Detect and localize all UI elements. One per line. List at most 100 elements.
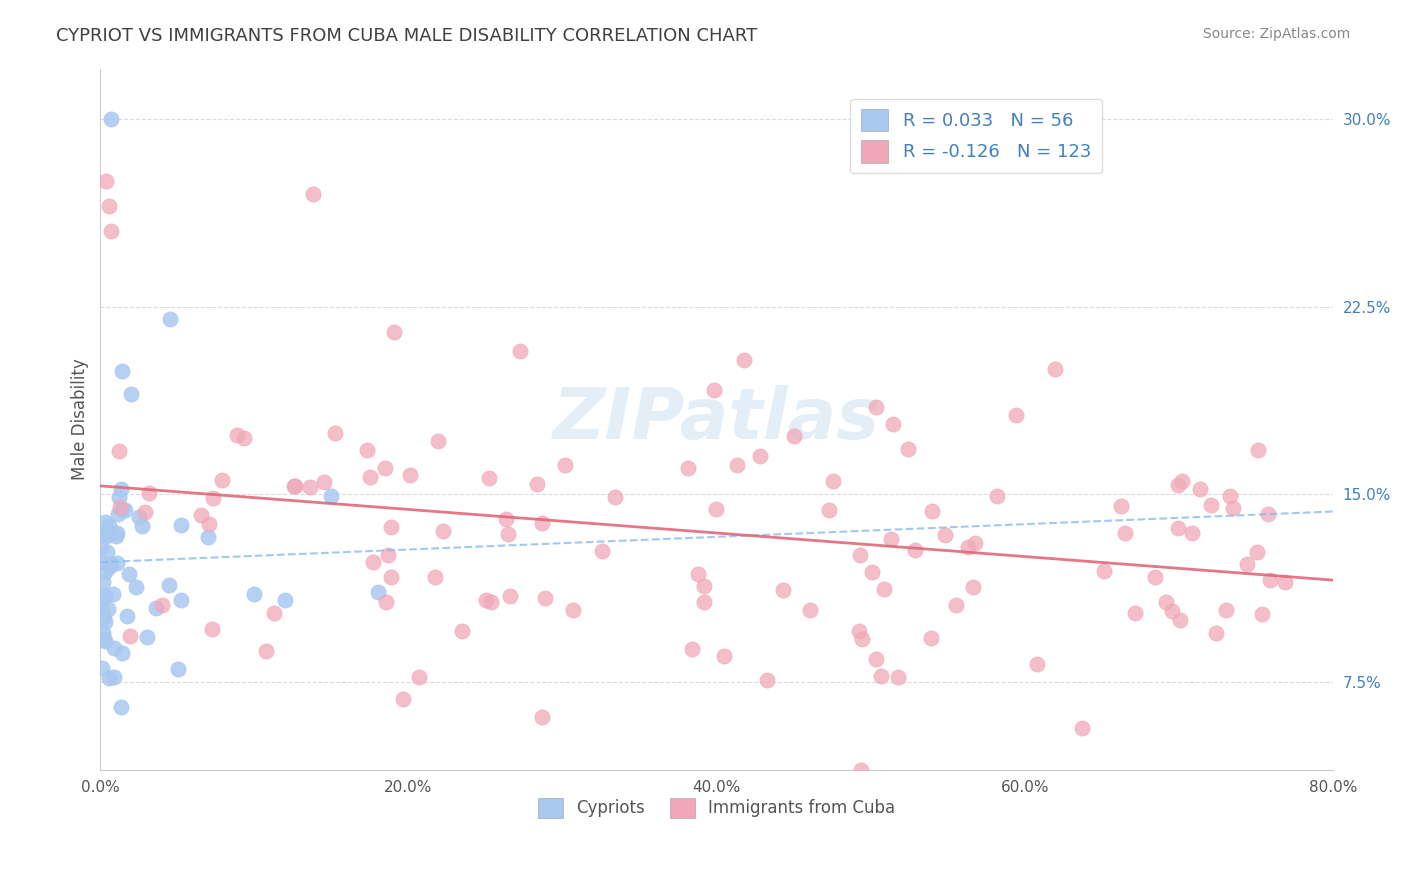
Point [1236,557,1258,571]
Point [225,427,247,442]
Point [201,491,224,505]
Point [302,187,325,202]
Point [110,700,132,714]
Point [920,631,942,645]
Point [821,474,844,488]
Point [105,525,128,540]
Point [678,461,700,475]
Point [356,443,378,458]
Point [233,431,256,445]
Point [198,516,221,531]
Point [1219,489,1241,503]
Point [1257,508,1279,522]
Point [274,593,297,607]
Point [392,691,415,706]
Point [965,536,987,550]
Point [374,461,396,475]
Point [509,343,531,358]
Point [849,548,872,562]
Point [157,578,180,592]
Point [94,529,117,543]
Point [1123,606,1146,620]
Point [1215,603,1237,617]
Point [499,589,522,603]
Point [90,660,112,674]
Point [359,470,381,484]
Point [97,199,120,213]
Point [756,673,779,687]
Point [105,529,128,543]
Point [1045,361,1067,376]
Point [190,508,212,522]
Point [475,593,498,607]
Point [93,528,115,542]
Point [1156,595,1178,609]
Point [1222,500,1244,515]
Point [693,579,716,593]
Point [903,543,925,558]
Point [367,585,389,599]
Point [1161,604,1184,618]
Point [159,312,181,326]
Point [479,595,502,609]
Point [97,601,120,615]
Point [111,364,134,378]
Point [128,509,150,524]
Point [818,502,841,516]
Point [107,490,129,504]
Legend: Cypriots, Immigrants from Cuba: Cypriots, Immigrants from Cuba [531,791,903,825]
Point [860,565,883,579]
Point [254,644,277,658]
Point [1205,626,1227,640]
Point [120,387,142,401]
Point [108,443,131,458]
Point [197,531,219,545]
Point [125,580,148,594]
Point [725,458,748,472]
Point [531,516,554,530]
Point [170,593,193,607]
Point [703,383,725,397]
Point [425,570,447,584]
Point [377,549,399,563]
Point [93,610,115,624]
Point [882,417,904,432]
Point [103,669,125,683]
Point [1092,564,1115,578]
Point [733,352,755,367]
Point [167,663,190,677]
Point [145,601,167,615]
Point [90,555,112,569]
Point [93,625,115,640]
Point [283,479,305,493]
Point [94,565,117,579]
Point [1026,657,1049,671]
Point [693,595,716,609]
Point [873,582,896,596]
Point [1201,499,1223,513]
Point [111,501,134,516]
Point [408,670,430,684]
Point [531,710,554,724]
Point [1246,545,1268,559]
Point [1004,409,1026,423]
Point [374,595,396,609]
Point [93,633,115,648]
Point [263,606,285,620]
Point [399,468,422,483]
Point [131,519,153,533]
Point [603,491,626,505]
Point [865,400,887,414]
Point [118,566,141,581]
Point [90,590,112,604]
Text: CYPRIOT VS IMMIGRANTS FROM CUBA MALE DISABILITY CORRELATION CHART: CYPRIOT VS IMMIGRANTS FROM CUBA MALE DIS… [56,27,758,45]
Point [865,652,887,666]
Point [848,624,870,638]
Point [103,587,125,601]
Point [170,517,193,532]
Point [1258,573,1281,587]
Point [98,560,121,574]
Point [96,174,118,188]
Point [748,449,770,463]
Point [382,325,405,339]
